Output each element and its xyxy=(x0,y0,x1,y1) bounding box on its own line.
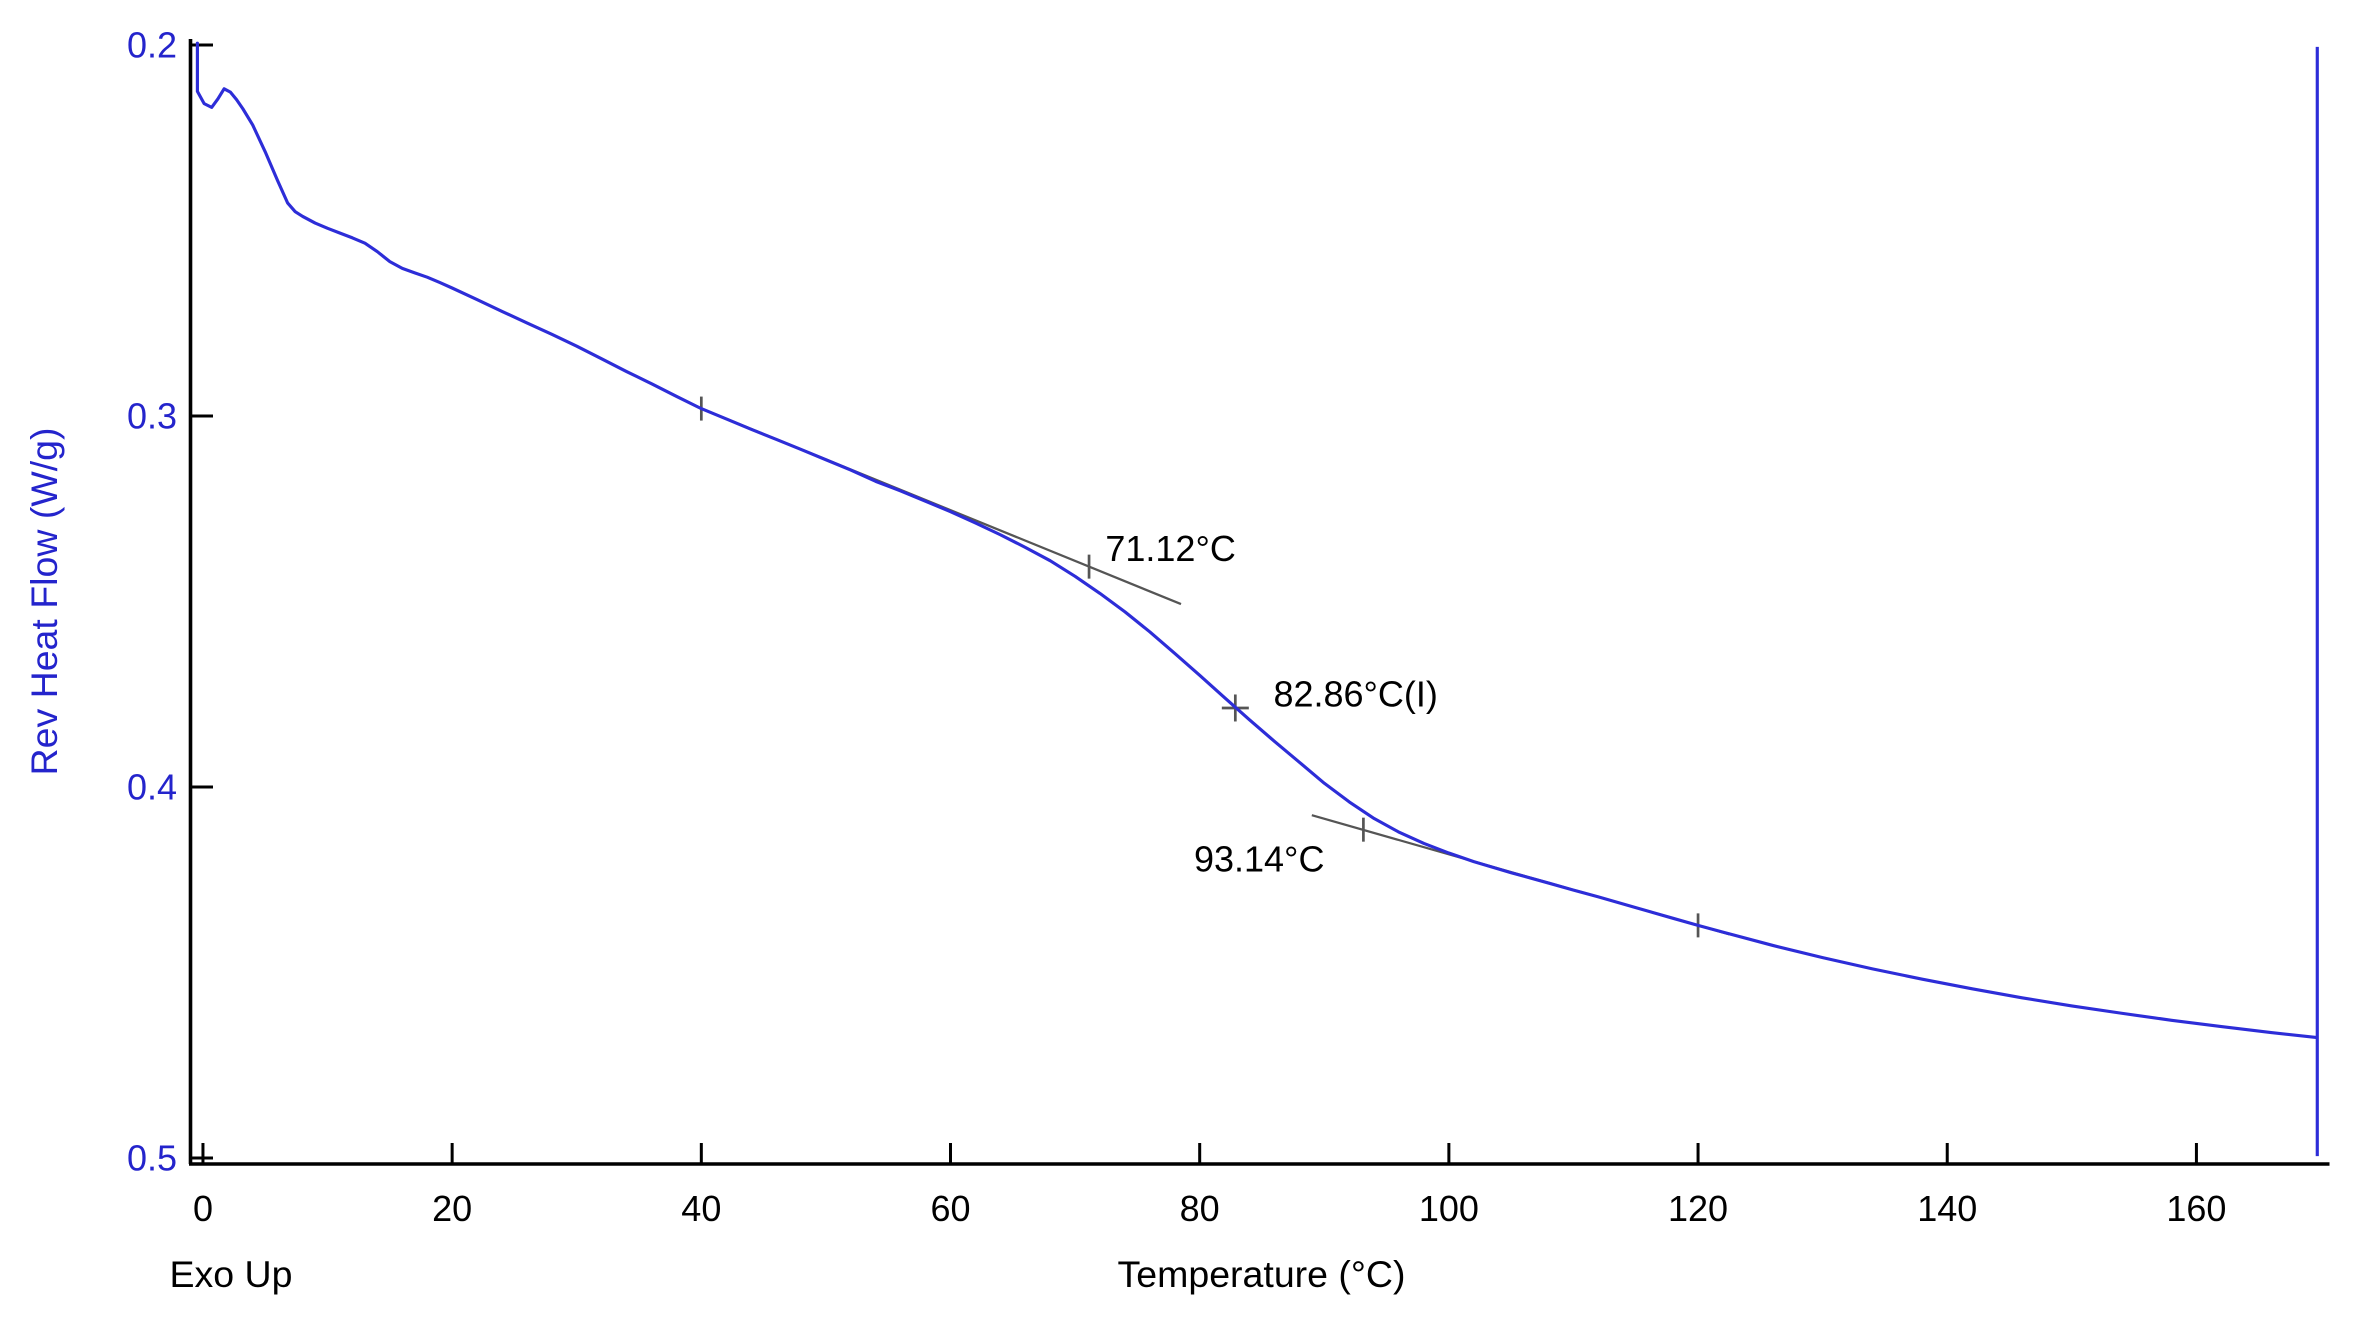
y-axis-title: Rev Heat Flow (W/g) xyxy=(23,428,65,776)
dsc-curve-rev-heat-flow xyxy=(195,41,2318,1039)
x-tick-label: 60 xyxy=(930,1188,970,1229)
y-tick-label: 0.2 xyxy=(127,25,177,66)
annotation-label: 93.14°C xyxy=(1194,839,1324,880)
y-tick-label: 0.5 xyxy=(127,1138,177,1179)
x-tick-label: 0 xyxy=(193,1188,213,1229)
annotation-label: 82.86°C(I) xyxy=(1273,673,1437,714)
x-tick-label: 160 xyxy=(2166,1188,2226,1229)
exo-up-label: Exo Up xyxy=(170,1253,293,1295)
x-tick-label: 120 xyxy=(1668,1188,1728,1229)
x-tick-label: 140 xyxy=(1917,1188,1977,1229)
x-axis-title: Temperature (°C) xyxy=(1118,1253,1406,1295)
x-tick-label: 20 xyxy=(432,1188,472,1229)
y-tick-label: 0.3 xyxy=(127,396,177,437)
x-tick-label: 100 xyxy=(1419,1188,1479,1229)
x-tick-label: 80 xyxy=(1180,1188,1220,1229)
y-tick-label: 0.4 xyxy=(127,767,177,808)
x-tick-label: 40 xyxy=(681,1188,721,1229)
annotation-label: 71.12°C xyxy=(1105,528,1235,569)
